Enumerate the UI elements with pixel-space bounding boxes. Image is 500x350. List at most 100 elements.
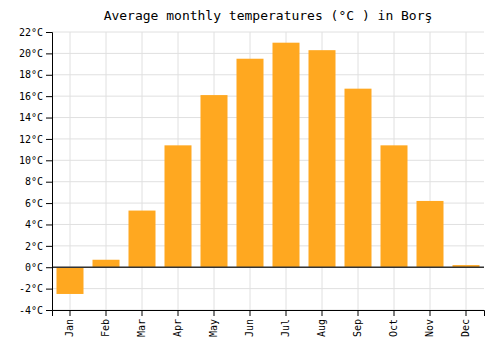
bars [52, 43, 484, 294]
bar [237, 59, 264, 268]
tick: -4°C [19, 305, 52, 316]
tick-label: Jun [244, 319, 255, 337]
y-axis: -4°C -2°C 0°C 2°C 4°C 6°C 8°C 10°C 12°C 14°C 16°C 1… [19, 27, 53, 316]
tick: 22°C [19, 27, 52, 38]
bar [381, 145, 408, 267]
tick: 10°C [19, 155, 52, 166]
tick: 8°C [25, 176, 52, 187]
grid-line [142, 32, 143, 310]
grid-line [52, 288, 484, 289]
grid-line [52, 96, 484, 97]
tick: 18°C [19, 69, 52, 80]
tick-label: 4°C [25, 219, 43, 230]
tick-label: -2°C [19, 283, 43, 294]
tick-label: Oct [388, 319, 399, 337]
tick-mark [46, 182, 52, 183]
tick-label: Aug [316, 319, 327, 337]
tick: -2°C [19, 283, 52, 294]
tick-label: 2°C [25, 241, 43, 252]
tick-mark [322, 310, 323, 316]
tick-label: 14°C [19, 112, 43, 123]
zero-line [52, 266, 484, 268]
chart: -4°C -2°C 0°C 2°C 4°C 6°C 8°C 10°C 12°C 14°C 16°C 1… [0, 0, 500, 350]
tick: 2°C [25, 241, 52, 252]
tick-mark [46, 310, 52, 311]
tick: Dec [460, 310, 471, 337]
tick-label: 0°C [25, 262, 43, 273]
bar [201, 95, 228, 267]
grid-line [430, 32, 431, 310]
grid-line [52, 117, 484, 118]
tick-label: 16°C [19, 91, 43, 102]
tick-label: May [208, 319, 219, 337]
tick: 4°C [25, 219, 52, 230]
tick: Mar [136, 310, 147, 337]
tick-mark [46, 139, 52, 140]
tick-mark [46, 203, 52, 204]
tick-mark [46, 53, 52, 54]
bar [93, 260, 120, 267]
tick-mark [214, 310, 215, 316]
grid-line [52, 53, 484, 54]
tick-mark [46, 160, 52, 161]
tick-label: Feb [100, 319, 111, 337]
axis-line [53, 311, 485, 317]
tick: 6°C [25, 198, 52, 209]
axis-line [46, 33, 53, 311]
tick: Nov [424, 310, 435, 337]
grid-line [52, 181, 484, 182]
tick-mark [46, 224, 52, 225]
tick-mark [70, 310, 71, 316]
tick-label: Mar [136, 319, 147, 337]
tick-mark [430, 310, 431, 316]
bar [57, 267, 84, 294]
tick-label: Jan [64, 319, 75, 337]
tick: 20°C [19, 48, 52, 59]
tick: May [208, 310, 219, 337]
tick-mark [46, 246, 52, 247]
grid-line [52, 32, 484, 33]
tick-mark [142, 310, 143, 316]
tick: Sep [352, 310, 363, 337]
grid-line [52, 267, 484, 268]
tick-label: 6°C [25, 198, 43, 209]
tick-label: 12°C [19, 134, 43, 145]
tick-label: 18°C [19, 69, 43, 80]
bar [309, 50, 336, 267]
tick-mark [46, 32, 52, 33]
tick-label: Nov [424, 319, 435, 337]
title: Average monthly temperatures (°C ) in Bo… [104, 8, 433, 23]
tick-mark [46, 96, 52, 97]
tick-label: Sep [352, 319, 363, 337]
tick-mark [394, 310, 395, 316]
tick: Oct [388, 310, 399, 337]
tick: 0°C [25, 262, 52, 273]
tick-label: 10°C [19, 155, 43, 166]
grid-line [52, 74, 484, 75]
tick-mark [46, 289, 52, 290]
tick-label: 22°C [19, 27, 43, 38]
plot: -4°C -2°C 0°C 2°C 4°C 6°C 8°C 10°C 12°C 14°C 16°C 1… [19, 27, 485, 337]
tick: 16°C [19, 91, 52, 102]
bar [165, 145, 192, 267]
tick-label: 20°C [19, 48, 43, 59]
tick: 14°C [19, 112, 52, 123]
tick: Jul [280, 310, 291, 337]
grid-line [106, 32, 107, 310]
x-axis: JanFebMarAprMayJunJulAugSepOctNovDec [53, 310, 485, 337]
tick-mark [46, 118, 52, 119]
grid-line [52, 138, 484, 139]
bar [129, 211, 156, 268]
tick-mark [46, 267, 52, 268]
tick-label: 8°C [25, 176, 43, 187]
grid-line [52, 160, 484, 161]
grid [52, 32, 484, 310]
bar [273, 43, 300, 268]
tick-mark [250, 310, 251, 316]
tick-label: Jul [280, 319, 291, 337]
bar [345, 89, 372, 268]
tick: Aug [316, 310, 327, 337]
tick: Feb [100, 310, 111, 337]
tick-mark [178, 310, 179, 316]
bar [417, 201, 444, 267]
